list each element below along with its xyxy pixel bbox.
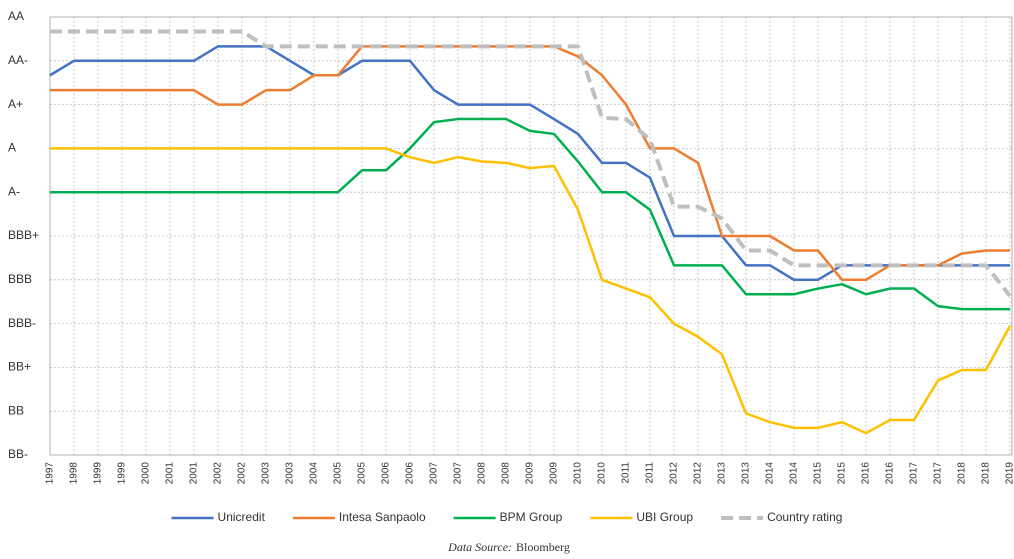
legend-label: Country rating — [767, 510, 842, 524]
x-tick-label: 2006 — [381, 462, 392, 485]
x-tick-label: 2018 — [981, 462, 992, 485]
x-tick-label: 1999 — [93, 462, 104, 485]
x-tick-label: 2011 — [645, 462, 656, 484]
x-tick-label: 2015 — [813, 462, 824, 485]
x-tick-label: 2009 — [525, 462, 536, 485]
x-tick-label: 2017 — [909, 462, 920, 485]
series-line — [49, 45, 1010, 282]
legend-item: Unicredit — [171, 510, 266, 524]
x-tick-label: 2003 — [285, 462, 296, 485]
x-tick-label: 2007 — [429, 462, 440, 485]
legend-item: BPM Group — [453, 510, 563, 524]
y-tick-label: A- — [8, 184, 20, 198]
legend-item: Country rating — [721, 510, 842, 524]
x-tick-label: 2016 — [861, 462, 872, 485]
x-tick-label: 2005 — [357, 462, 368, 485]
x-tick-label: 2003 — [261, 462, 272, 485]
x-tick-label: 2008 — [501, 462, 512, 485]
x-tick-label: 2001 — [165, 462, 176, 485]
y-tick-label: BB — [8, 403, 24, 417]
x-tick-label: 2002 — [237, 462, 248, 485]
y-tick-label: A — [8, 141, 16, 155]
x-tick-label: 2012 — [669, 462, 680, 485]
legend-item: UBI Group — [590, 510, 693, 524]
x-tick-label: 2015 — [837, 462, 848, 485]
x-tick-label: 2000 — [141, 462, 152, 485]
x-tick-label: 2013 — [717, 462, 728, 485]
legend-item: Intesa Sanpaolo — [292, 510, 426, 524]
y-tick-label: A+ — [8, 97, 23, 111]
x-tick-label: 2017 — [933, 462, 944, 485]
x-tick-label: 2012 — [693, 462, 704, 485]
x-tick-label: 2016 — [885, 462, 896, 485]
x-tick-label: 2004 — [309, 462, 320, 485]
y-tick-label: BBB- — [8, 316, 36, 330]
x-tick-label: 1999 — [117, 462, 128, 485]
x-tick-label: 2002 — [213, 462, 224, 485]
source-label: Data Source: — [447, 540, 512, 554]
legend-label: BPM Group — [500, 510, 563, 524]
y-tick-label: BB+ — [8, 360, 31, 374]
legend-label: Intesa Sanpaolo — [339, 510, 426, 524]
x-tick-label: 2010 — [573, 462, 584, 485]
x-tick-label: 2009 — [549, 462, 560, 485]
x-tick-label: 1997 — [45, 462, 56, 485]
legend-label: UBI Group — [636, 510, 693, 524]
y-tick-label: BBB+ — [8, 228, 39, 242]
legend: Unicredit Intesa Sanpaolo BPM Group UBI Gro… — [171, 510, 842, 524]
x-tick-label: 2011 — [621, 462, 632, 484]
y-tick-label: AA- — [8, 53, 28, 67]
x-tick-label: 2005 — [333, 462, 344, 485]
source-name: Bloomberg — [516, 540, 570, 554]
legend-label: Unicredit — [218, 510, 266, 524]
series-line — [50, 147, 1012, 435]
x-tick-label: 2001 — [189, 462, 200, 485]
series-line — [50, 29, 1012, 298]
x-tick-label: 2008 — [477, 462, 488, 485]
y-tick-label: AA — [8, 9, 24, 23]
x-tick-label: 2013 — [741, 462, 752, 485]
series-line — [50, 45, 1010, 282]
x-tick-label: 2018 — [957, 462, 968, 485]
y-tick-label: BB- — [8, 447, 28, 461]
x-tick-label: 2010 — [597, 462, 608, 485]
source: Data Source: Bloomberg — [447, 540, 570, 554]
series-line — [50, 117, 1010, 311]
x-tick-label: 2006 — [405, 462, 416, 485]
x-tick-label: 2014 — [765, 462, 776, 485]
x-tick-label: 1998 — [69, 462, 80, 485]
y-tick-label: BBB — [8, 272, 32, 286]
x-tick-label: 2014 — [789, 462, 800, 485]
x-tick-label: 2007 — [453, 462, 464, 485]
x-tick-label: 2019 — [1005, 462, 1014, 485]
